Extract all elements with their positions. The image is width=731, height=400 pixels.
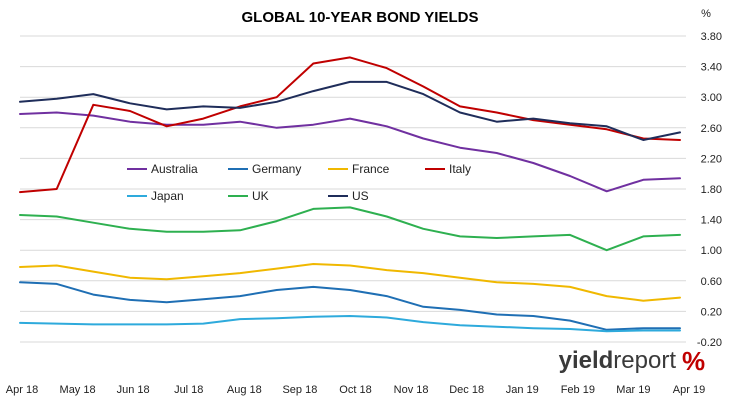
- x-tick-label: Aug 18: [227, 384, 262, 396]
- legend-item-uk: UK: [228, 189, 269, 203]
- gridlines: [20, 35, 686, 343]
- series-line-italy: [19, 56, 681, 194]
- legend: Australia Germany France Italy Japan UK US: [127, 162, 471, 203]
- y-tick-label: 3.00: [701, 92, 722, 104]
- x-tick-label: Mar 19: [616, 384, 650, 396]
- legend-label: UK: [252, 189, 269, 203]
- brand-logo-yield: yield: [559, 347, 614, 374]
- y-tick-label: 1.00: [701, 245, 722, 257]
- legend-item-italy: Italy: [425, 162, 471, 176]
- legend-item-france: France: [328, 162, 390, 176]
- x-axis-ticks: Apr 18 May 18 Jun 18 Jul 18 Aug 18 Sep 18 Oct …: [6, 384, 705, 396]
- x-tick-label: Nov 18: [394, 384, 429, 396]
- y-tick-label: 3.40: [701, 62, 722, 74]
- y-tick-label: 1.80: [701, 184, 722, 196]
- x-tick-label: Apr 19: [673, 384, 705, 396]
- legend-label: Germany: [252, 162, 301, 176]
- series-lines: [19, 56, 681, 333]
- brand-logo: yieldreport %: [559, 346, 706, 376]
- chart-title: GLOBAL 10-YEAR BOND YIELDS: [242, 9, 479, 26]
- legend-label: Japan: [151, 189, 184, 203]
- series-line-australia: [19, 111, 681, 193]
- y-tick-label: 0.20: [701, 306, 722, 318]
- x-tick-label: Jan 19: [506, 384, 539, 396]
- series-line-uk: [19, 206, 681, 252]
- y-axis-unit-label: %: [701, 8, 711, 20]
- x-tick-label: Feb 19: [561, 384, 595, 396]
- legend-item-us: US: [328, 189, 369, 203]
- legend-label: US: [352, 189, 369, 203]
- legend-label: Australia: [151, 162, 198, 176]
- legend-item-japan: Japan: [127, 189, 184, 203]
- y-tick-label: 0.60: [701, 276, 722, 288]
- svg-text:yieldreport: yieldreport: [559, 347, 677, 374]
- brand-logo-percent: %: [682, 346, 705, 376]
- series-line-germany: [19, 281, 681, 331]
- legend-item-germany: Germany: [228, 162, 301, 176]
- x-tick-label: Dec 18: [449, 384, 484, 396]
- y-tick-label: -0.20: [697, 337, 722, 349]
- brand-logo-report: report: [613, 347, 676, 374]
- legend-item-australia: Australia: [127, 162, 198, 176]
- y-tick-label: 3.80: [701, 31, 722, 43]
- y-axis-ticks: 3.80 3.40 3.00 2.60 2.20 1.80 1.40 1.00 0.60 0.20…: [697, 31, 722, 349]
- series-line-us: [19, 80, 681, 141]
- y-tick-label: 2.20: [701, 153, 722, 165]
- y-tick-label: 2.60: [701, 123, 722, 135]
- x-tick-label: Oct 18: [339, 384, 371, 396]
- x-tick-label: Jun 18: [117, 384, 150, 396]
- legend-label: France: [352, 162, 390, 176]
- series-line-japan: [19, 315, 681, 333]
- y-tick-label: 1.40: [701, 215, 722, 227]
- x-tick-label: Sep 18: [282, 384, 317, 396]
- x-tick-label: May 18: [60, 384, 96, 396]
- legend-label: Italy: [449, 162, 471, 176]
- x-tick-label: Jul 18: [174, 384, 203, 396]
- series-line-france: [19, 263, 681, 302]
- x-tick-label: Apr 18: [6, 384, 38, 396]
